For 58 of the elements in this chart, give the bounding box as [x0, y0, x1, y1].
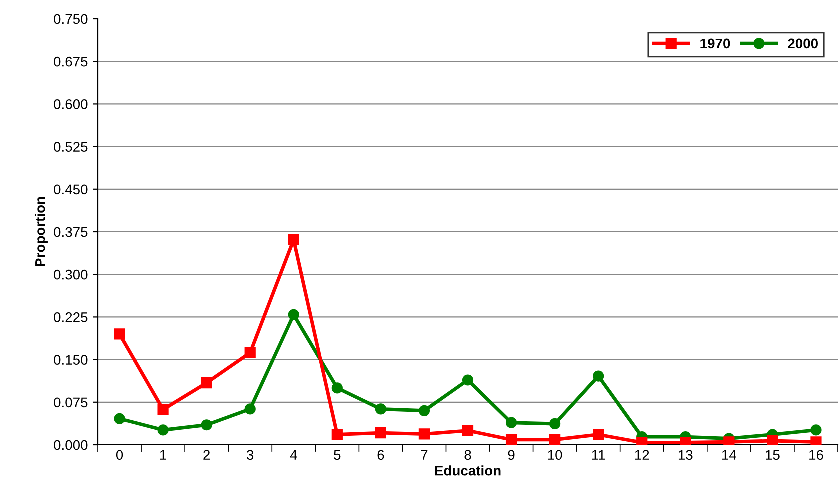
point — [550, 434, 561, 445]
point — [158, 424, 169, 436]
point — [244, 404, 256, 415]
point — [418, 428, 430, 440]
x-tick-label: 7 — [421, 450, 428, 460]
point — [332, 382, 343, 394]
point — [114, 328, 126, 340]
point — [418, 405, 430, 416]
x-tick-label: 15 — [766, 450, 780, 460]
point — [767, 435, 778, 445]
x-tick-label: 11 — [592, 450, 606, 460]
y-axis-title: Proportion — [35, 197, 48, 267]
x-tick-label: 0 — [116, 450, 124, 460]
y-tick-label: 0.000 — [54, 440, 88, 450]
point — [593, 429, 604, 440]
point — [114, 413, 126, 424]
x-tick-label: 12 — [635, 450, 650, 460]
point — [158, 404, 169, 416]
x-tick-label: 10 — [548, 450, 562, 460]
point — [593, 370, 604, 382]
x-tick-label: 4 — [290, 450, 298, 460]
point — [462, 425, 474, 436]
x-tick-label: 5 — [334, 450, 341, 460]
x-tick-label: 9 — [508, 450, 515, 460]
y-tick-label: 0.450 — [54, 184, 88, 195]
point — [550, 418, 561, 430]
y-tick-label: 0.525 — [54, 142, 88, 152]
point — [810, 424, 822, 436]
legend-label: 1970 — [700, 38, 730, 49]
x-tick-label: 1 — [160, 450, 166, 460]
x-tick-label: 6 — [378, 450, 384, 460]
y-tick-label: 0.375 — [54, 227, 88, 238]
x-tick-label: 3 — [247, 450, 254, 460]
legend-label: 2000 — [788, 38, 818, 49]
y-tick-label: 0.075 — [54, 398, 88, 408]
point — [288, 234, 300, 246]
x-tick-label: 16 — [810, 450, 824, 460]
point — [332, 429, 343, 440]
y-tick-label: 0.600 — [54, 100, 88, 110]
point — [506, 417, 518, 428]
point — [375, 428, 386, 439]
point — [375, 404, 386, 415]
x-tick-label: 13 — [678, 450, 693, 460]
point — [506, 434, 518, 445]
x-tick-label: 2 — [204, 450, 210, 460]
point — [462, 374, 474, 386]
x-axis-title: Education — [435, 466, 501, 476]
y-tick-label: 0.300 — [54, 270, 88, 280]
y-tick-label: 0.750 — [54, 14, 88, 24]
point — [201, 378, 212, 389]
point — [201, 420, 212, 431]
y-tick-label: 0.675 — [54, 56, 88, 67]
x-tick-label: 8 — [464, 450, 472, 460]
x-tick-label: 14 — [722, 450, 736, 460]
point — [244, 347, 256, 359]
y-tick-label: 0.150 — [54, 355, 88, 365]
point — [288, 309, 300, 320]
y-tick-label: 0.225 — [54, 312, 88, 322]
